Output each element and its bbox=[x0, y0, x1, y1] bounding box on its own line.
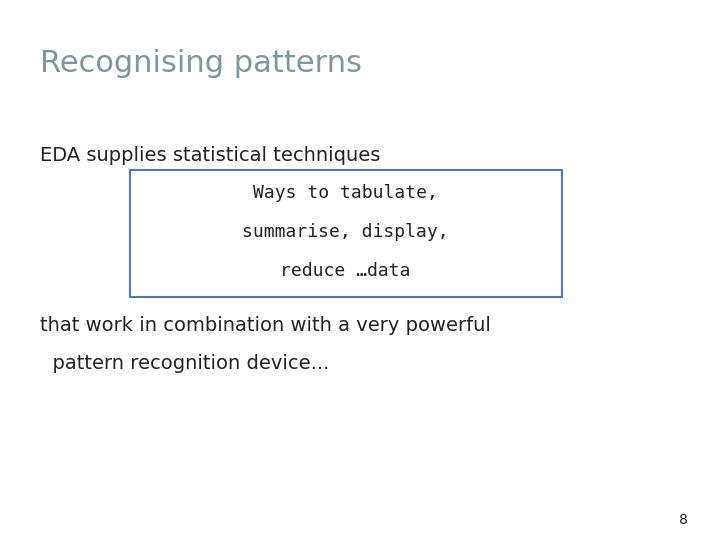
Text: Recognising patterns: Recognising patterns bbox=[40, 49, 361, 78]
Text: EDA supplies statistical techniques: EDA supplies statistical techniques bbox=[40, 146, 380, 165]
Text: Ways to tabulate,: Ways to tabulate, bbox=[253, 184, 438, 201]
Text: 8: 8 bbox=[679, 512, 688, 526]
Text: that work in combination with a very powerful: that work in combination with a very pow… bbox=[40, 316, 490, 335]
Text: summarise, display,: summarise, display, bbox=[243, 223, 449, 241]
Text: reduce …data: reduce …data bbox=[280, 262, 411, 280]
Text: pattern recognition device...: pattern recognition device... bbox=[40, 354, 329, 373]
FancyBboxPatch shape bbox=[130, 170, 562, 297]
